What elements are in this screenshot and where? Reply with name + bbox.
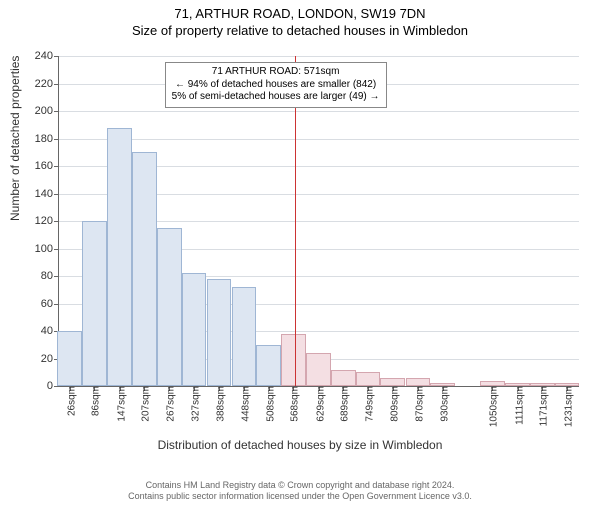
histogram-bar [107, 128, 132, 387]
y-tick-label: 100 [35, 243, 59, 255]
x-tick-label: 207sqm [137, 386, 152, 422]
histogram-bar [232, 287, 257, 386]
x-tick-label: 870sqm [411, 386, 426, 422]
title-subtitle: Size of property relative to detached ho… [0, 23, 600, 38]
footer-line2: Contains public sector information licen… [0, 491, 600, 502]
footer: Contains HM Land Registry data © Crown c… [0, 480, 600, 502]
x-tick-label: 568sqm [286, 386, 301, 422]
annotation-box: 71 ARTHUR ROAD: 571sqm ← 94% of detached… [165, 62, 387, 108]
histogram-bar [82, 221, 107, 386]
x-tick-label: 147sqm [112, 386, 127, 422]
y-tick-label: 200 [35, 105, 59, 117]
x-tick-label: 1171sqm [535, 386, 550, 426]
histogram-bar [281, 334, 306, 386]
chart: 02040608010012014016018020022024026sqm86… [58, 56, 578, 426]
x-tick-label: 86sqm [87, 386, 102, 416]
annotation-line1: 71 ARTHUR ROAD: 571sqm [172, 66, 380, 79]
x-tick-label: 267sqm [162, 386, 177, 422]
y-tick-label: 120 [35, 215, 59, 227]
x-tick-label: 629sqm [311, 386, 326, 422]
y-tick-label: 80 [41, 270, 59, 282]
x-tick-label: 930sqm [435, 386, 450, 422]
y-tick-label: 180 [35, 133, 59, 145]
histogram-bar [356, 372, 381, 386]
histogram-bar [380, 378, 405, 386]
histogram-bar [182, 273, 207, 386]
histogram-bar [132, 152, 157, 386]
gridline [59, 139, 579, 140]
y-tick-label: 140 [35, 188, 59, 200]
x-tick-label: 1231sqm [560, 386, 575, 427]
y-tick-label: 40 [41, 325, 59, 337]
gridline [59, 111, 579, 112]
x-tick-label: 388sqm [212, 386, 227, 422]
x-tick-label: 327sqm [186, 386, 201, 422]
title-address: 71, ARTHUR ROAD, LONDON, SW19 7DN [0, 6, 600, 21]
x-axis-title: Distribution of detached houses by size … [0, 438, 600, 452]
x-tick-label: 508sqm [261, 386, 276, 422]
x-tick-label: 809sqm [385, 386, 400, 422]
x-tick-label: 448sqm [236, 386, 251, 422]
plot-area: 02040608010012014016018020022024026sqm86… [58, 56, 579, 387]
footer-line1: Contains HM Land Registry data © Crown c… [0, 480, 600, 491]
title-block: 71, ARTHUR ROAD, LONDON, SW19 7DN Size o… [0, 6, 600, 38]
histogram-bar [207, 279, 232, 386]
y-tick-label: 220 [35, 78, 59, 90]
histogram-bar [256, 345, 281, 386]
x-tick-label: 1050sqm [485, 386, 500, 427]
y-tick-label: 60 [41, 298, 59, 310]
x-tick-label: 1111sqm [510, 386, 525, 425]
y-tick-label: 20 [41, 353, 59, 365]
y-axis-title: Number of detached properties [8, 56, 22, 221]
y-tick-label: 160 [35, 160, 59, 172]
histogram-bar [157, 228, 182, 386]
annotation-line3: 5% of semi-detached houses are larger (4… [172, 91, 380, 104]
x-tick-label: 26sqm [62, 386, 77, 416]
histogram-bar [406, 378, 431, 386]
histogram-bar [306, 353, 331, 386]
histogram-bar [57, 331, 82, 386]
x-tick-label: 689sqm [336, 386, 351, 422]
x-tick-label: 749sqm [361, 386, 376, 422]
annotation-line2: ← 94% of detached houses are smaller (84… [172, 79, 380, 92]
histogram-bar [331, 370, 356, 387]
gridline [59, 56, 579, 57]
y-tick-label: 240 [35, 50, 59, 62]
